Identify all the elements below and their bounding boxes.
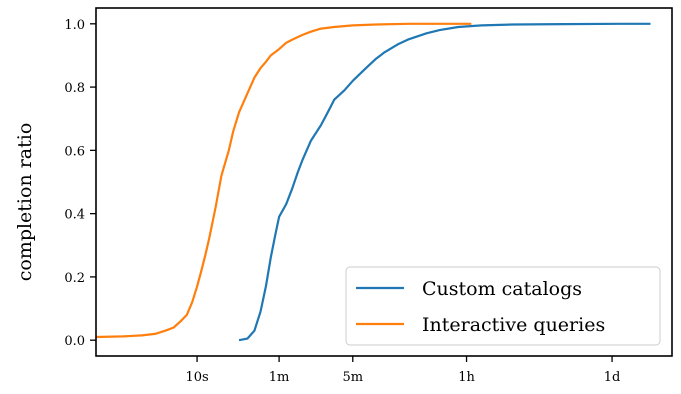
legend-label-0: Custom catalogs bbox=[422, 278, 582, 300]
x-tick-label: 1d bbox=[604, 370, 621, 385]
series-line-0 bbox=[238, 22, 651, 342]
plot-frame bbox=[95, 7, 673, 357]
x-tick-label: 1h bbox=[458, 370, 475, 385]
legend-label-1: Interactive queries bbox=[422, 314, 605, 336]
x-axis-ticks: 10s 1m 5m 1h 1d bbox=[185, 356, 620, 385]
series-line-1 bbox=[95, 22, 472, 339]
legend: Custom catalogs Interactive queries bbox=[345, 266, 661, 346]
series-lines bbox=[95, 22, 651, 342]
legend-box bbox=[345, 266, 661, 346]
x-tick-label: 5m bbox=[342, 370, 363, 385]
y-tick-label: 0.0 bbox=[64, 334, 85, 349]
y-tick-label: 0.2 bbox=[64, 271, 85, 286]
y-axis-ticks: 0.0 0.2 0.4 0.6 0.8 1.0 bbox=[64, 18, 96, 349]
y-tick-label: 0.4 bbox=[64, 208, 85, 223]
y-tick-label: 0.6 bbox=[64, 144, 85, 159]
y-tick-label: 0.8 bbox=[64, 81, 85, 96]
x-tick-label: 1m bbox=[269, 370, 290, 385]
x-tick-label: 10s bbox=[185, 370, 208, 385]
y-axis-label: completion ratio bbox=[14, 123, 36, 282]
y-tick-label: 1.0 bbox=[64, 18, 85, 33]
